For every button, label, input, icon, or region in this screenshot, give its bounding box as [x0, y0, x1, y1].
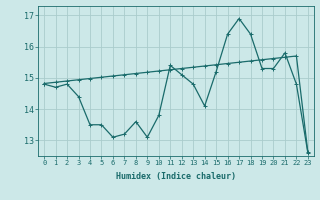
X-axis label: Humidex (Indice chaleur): Humidex (Indice chaleur): [116, 172, 236, 181]
